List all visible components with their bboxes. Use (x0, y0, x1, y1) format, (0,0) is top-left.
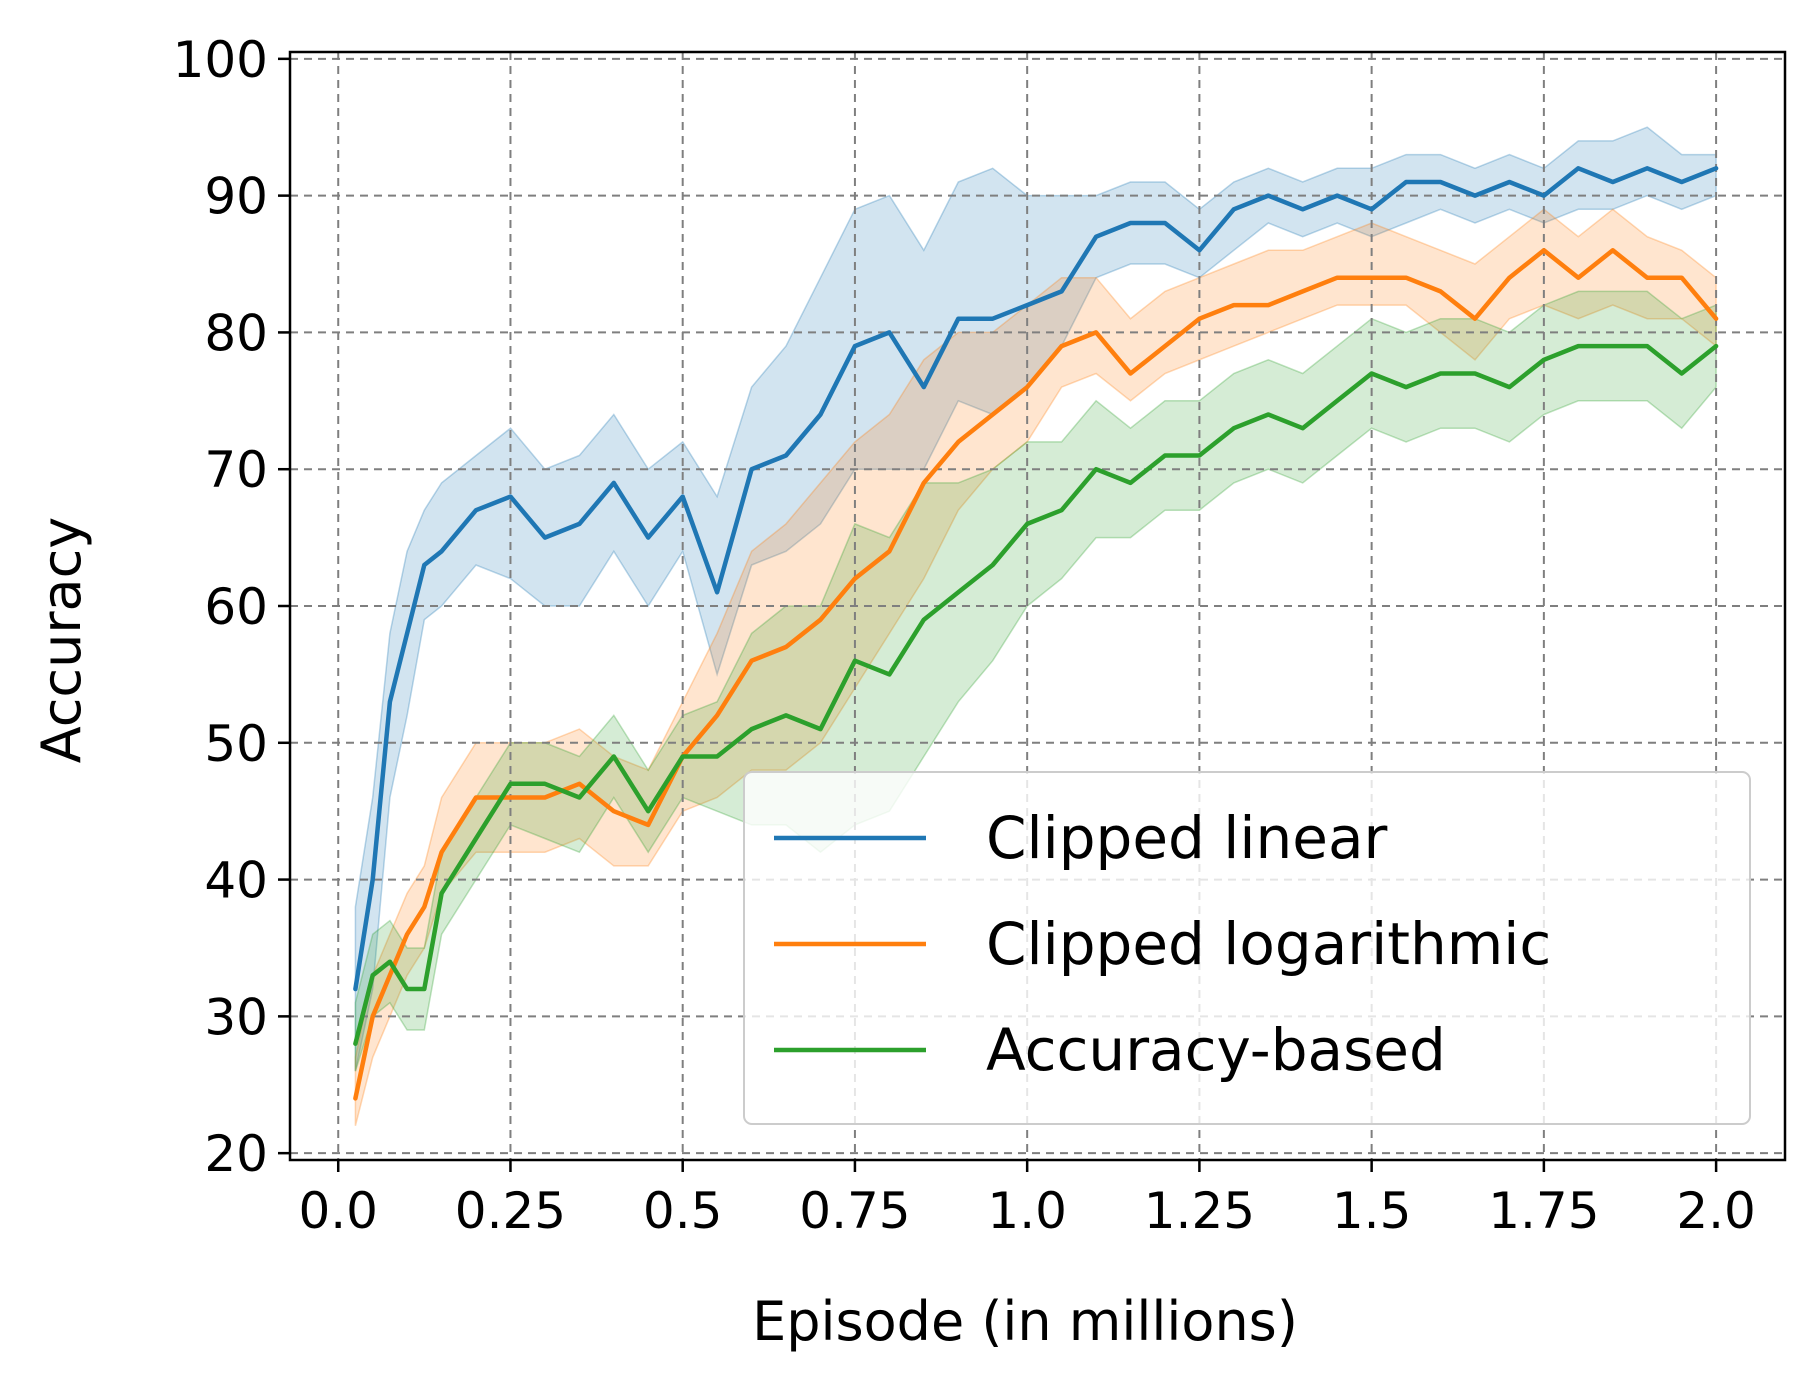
x-tick-label-2: 0.5 (643, 1182, 723, 1240)
y-tick-label-2: 40 (204, 852, 268, 910)
x-axis-label: Episode (in millions) (752, 1290, 1298, 1353)
series-line-1 (353, 248, 1719, 1101)
legend-label-0: Clipped linear (986, 804, 1388, 872)
y-tick-label-8: 100 (173, 31, 268, 89)
confidence-bands (354, 126, 1717, 1126)
x-tick-label-3: 0.75 (799, 1182, 910, 1240)
legend-label-2: Accuracy-based (986, 1016, 1446, 1084)
y-tick-label-6: 80 (204, 304, 268, 362)
y-tick-label-1: 30 (204, 988, 268, 1046)
legend-box (743, 771, 1751, 1125)
series-lines (353, 166, 1719, 1101)
y-tick-label-4: 60 (204, 578, 268, 636)
y-axis-label: Accuracy (30, 517, 93, 764)
legend-label-1: Clipped logarithmic (986, 910, 1551, 978)
x-tick-label-1: 0.25 (455, 1182, 566, 1240)
y-tick-label-3: 50 (204, 715, 268, 773)
series-line-0 (353, 166, 1719, 992)
x-tick-label-8: 2.0 (1676, 1182, 1756, 1240)
y-tick-label-5: 70 (204, 441, 268, 499)
x-tick-label-4: 1.0 (987, 1182, 1067, 1240)
x-tick-label-0: 0.0 (298, 1182, 378, 1240)
x-tick-label-5: 1.25 (1144, 1182, 1255, 1240)
x-axis: 0.0 0.25 0.5 0.75 1.0 1.25 1.5 1.75 2.0 (298, 1160, 1756, 1240)
x-tick-label-6: 1.5 (1332, 1182, 1412, 1240)
y-axis: 20 30 40 50 60 70 80 90 100 (173, 31, 290, 1183)
y-tick-label-7: 90 (204, 168, 268, 226)
series-band-2 (354, 290, 1717, 1072)
series-line-2 (353, 343, 1719, 1046)
y-tick-label-0: 20 (204, 1125, 268, 1183)
x-tick-label-7: 1.75 (1488, 1182, 1599, 1240)
legend: Clipped linear Clipped logarithmic Accurac… (743, 771, 1751, 1125)
